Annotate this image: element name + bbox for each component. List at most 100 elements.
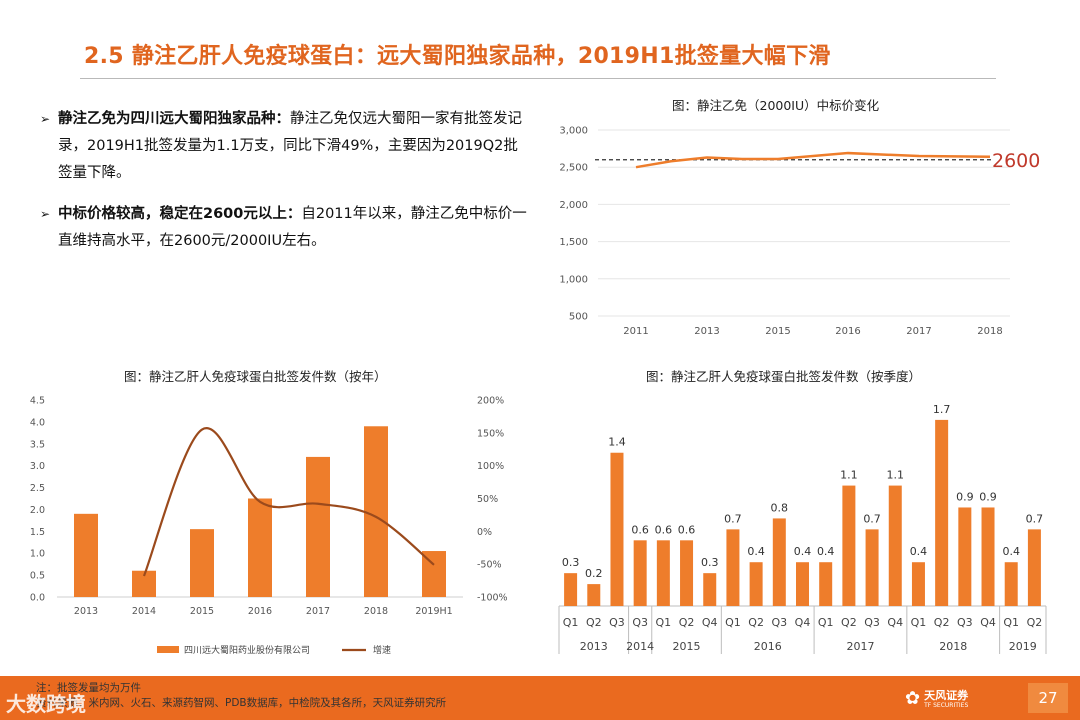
quarterly-quarter-label: Q3 (957, 616, 973, 629)
quarterly-data-label: 0.7 (1026, 512, 1044, 525)
quarterly-data-label: 0.4 (794, 545, 812, 558)
annual-right-ytick: -100% (477, 593, 508, 604)
quarterly-quarter-label: Q1 (656, 616, 672, 629)
arrow-bullet-icon: ➢ (40, 112, 51, 126)
quarterly-quarter-label: Q4 (795, 616, 811, 629)
quarterly-data-label: 1.1 (887, 469, 905, 482)
page-title: 2.5 静注乙肝人免疫球蛋白：远大蜀阳独家品种，2019H1批签量大幅下滑 (84, 44, 831, 69)
price-xtick-label: 2017 (906, 326, 931, 337)
quarterly-quarter-label: Q2 (934, 616, 950, 629)
quarterly-quarter-label: Q3 (609, 616, 625, 629)
annual-right-ytick: 0% (477, 527, 492, 538)
quarterly-bar (772, 518, 786, 606)
quarterly-quarter-label: Q2 (679, 616, 695, 629)
quarterly-bar (842, 485, 856, 606)
price-series-line (635, 151, 991, 169)
bullet-heading: 静注乙免为四川远大蜀阳独家品种： (58, 111, 290, 127)
page-number: 27 (1028, 683, 1068, 713)
annual-right-ytick: 150% (477, 428, 504, 439)
quarterly-year-label: 2018 (939, 640, 967, 653)
annual-right-ytick: 200% (477, 396, 504, 407)
quarterly-year-label: 2014 (626, 640, 654, 653)
quarterly-year-label: 2017 (846, 640, 874, 653)
quarterly-data-label: 0.9 (956, 490, 974, 503)
footer-note-unit: 注：批签发量均为万件 (36, 682, 141, 694)
quarterly-bar (656, 540, 670, 606)
quarterly-bar (911, 562, 925, 606)
annual-left-ytick: 1.0 (30, 549, 45, 560)
quarterly-quarter-label: Q2 (748, 616, 764, 629)
quarterly-data-label: 0.2 (585, 567, 603, 580)
quarterly-data-label: 0.3 (701, 556, 719, 569)
quarterly-bar (981, 507, 995, 606)
quarterly-chart-title: 图：静注乙肝人免疫球蛋白批签发件数（按季度） (646, 369, 922, 384)
quarterly-data-label: 1.7 (933, 403, 951, 416)
logo-name: 天风证券 (924, 688, 969, 702)
quarterly-bar (958, 507, 972, 606)
quarterly-year-label: 2016 (754, 640, 782, 653)
price-ytick-label: 2,000 (559, 200, 588, 211)
annual-xtick: 2017 (306, 606, 330, 617)
quarterly-bar (680, 540, 694, 606)
annual-bar (364, 426, 388, 597)
quarterly-quarter-label: Q1 (818, 616, 834, 629)
bullet-list: ➢ 静注乙免为四川远大蜀阳独家品种：静注乙免仅远大蜀阳一家有批签发记录，2019… (40, 106, 530, 269)
annual-xtick: 2018 (364, 606, 388, 617)
annual-xtick: 2013 (74, 606, 98, 617)
quarterly-data-label: 0.4 (817, 545, 835, 558)
annual-left-ytick: 2.0 (30, 505, 45, 516)
annual-chart-title: 图：静注乙肝人免疫球蛋白批签发件数（按年） (124, 369, 387, 384)
quarterly-data-label: 1.1 (840, 469, 858, 482)
price-ytick-label: 2,500 (559, 163, 588, 174)
quarterly-data-label: 0.6 (631, 523, 649, 536)
annual-xtick: 2019H1 (415, 606, 452, 617)
quarterly-quarter-label: Q2 (841, 616, 857, 629)
quarterly-quarter-label: Q4 (980, 616, 996, 629)
footer-bar (0, 676, 1080, 720)
quarterly-data-label: 0.3 (562, 556, 580, 569)
logo-name-en: TF SECURITIES (924, 701, 969, 709)
price-ytick-label: 1,000 (559, 274, 588, 285)
price-ytick-label: 500 (569, 312, 588, 323)
quarterly-year-label: 2019 (1009, 640, 1037, 653)
price-ytick-label: 3,000 (559, 126, 588, 137)
quarterly-data-label: 0.4 (1002, 545, 1020, 558)
price-xtick-label: 2016 (835, 326, 860, 337)
quarterly-bar (633, 540, 647, 606)
annual-left-ytick: 4.5 (30, 396, 45, 407)
quarterly-quarter-label: Q1 (1003, 616, 1019, 629)
flower-logo-icon: ✿ (905, 688, 921, 709)
quarterly-bar (888, 485, 902, 606)
quarterly-quarter-label: Q4 (702, 616, 718, 629)
annual-xtick: 2015 (190, 606, 214, 617)
bullet-heading: 中标价格较高，稳定在2600元以上： (58, 206, 302, 222)
price-xtick-label: 2011 (623, 326, 648, 337)
price-chart-title: 图：静注乙免（2000IU）中标价变化 (672, 98, 880, 113)
price-reference-label: 2600 (992, 150, 1040, 172)
quarterly-bar (610, 452, 624, 606)
annual-bar (74, 513, 98, 597)
annual-bar (306, 456, 330, 597)
quarterly-data-label: 0.7 (724, 512, 742, 525)
annual-bar (190, 529, 214, 597)
annual-left-ytick: 3.5 (30, 439, 45, 450)
annual-legend-bar-label: 四川远大蜀阳药业股份有限公司 (184, 644, 310, 656)
quarterly-quarter-label: Q3 (632, 616, 648, 629)
annual-left-ytick: 0.0 (30, 593, 45, 604)
annual-right-ytick: 50% (477, 494, 498, 505)
footer-notes: 注：批签发量均为万件 资料来源：米内网、火石、来源药智网、PDB数据库，中检院及… (36, 681, 446, 711)
bullet-item: ➢ 静注乙免为四川远大蜀阳独家品种：静注乙免仅远大蜀阳一家有批签发记录，2019… (40, 106, 530, 187)
quarterly-quarter-label: Q4 (887, 616, 903, 629)
annual-left-ytick: 1.5 (30, 527, 45, 538)
quarterly-bar (796, 562, 809, 606)
quarterly-bar (587, 584, 601, 606)
price-xtick-label: 2015 (765, 326, 790, 337)
quarterly-quarter-label: Q2 (1027, 616, 1043, 629)
annual-right-ytick: 100% (477, 461, 504, 472)
quarterly-bar (865, 529, 879, 606)
brand-logo: ✿ 天风证券 TF SECURITIES (905, 686, 968, 712)
quarterly-year-label: 2013 (580, 640, 608, 653)
